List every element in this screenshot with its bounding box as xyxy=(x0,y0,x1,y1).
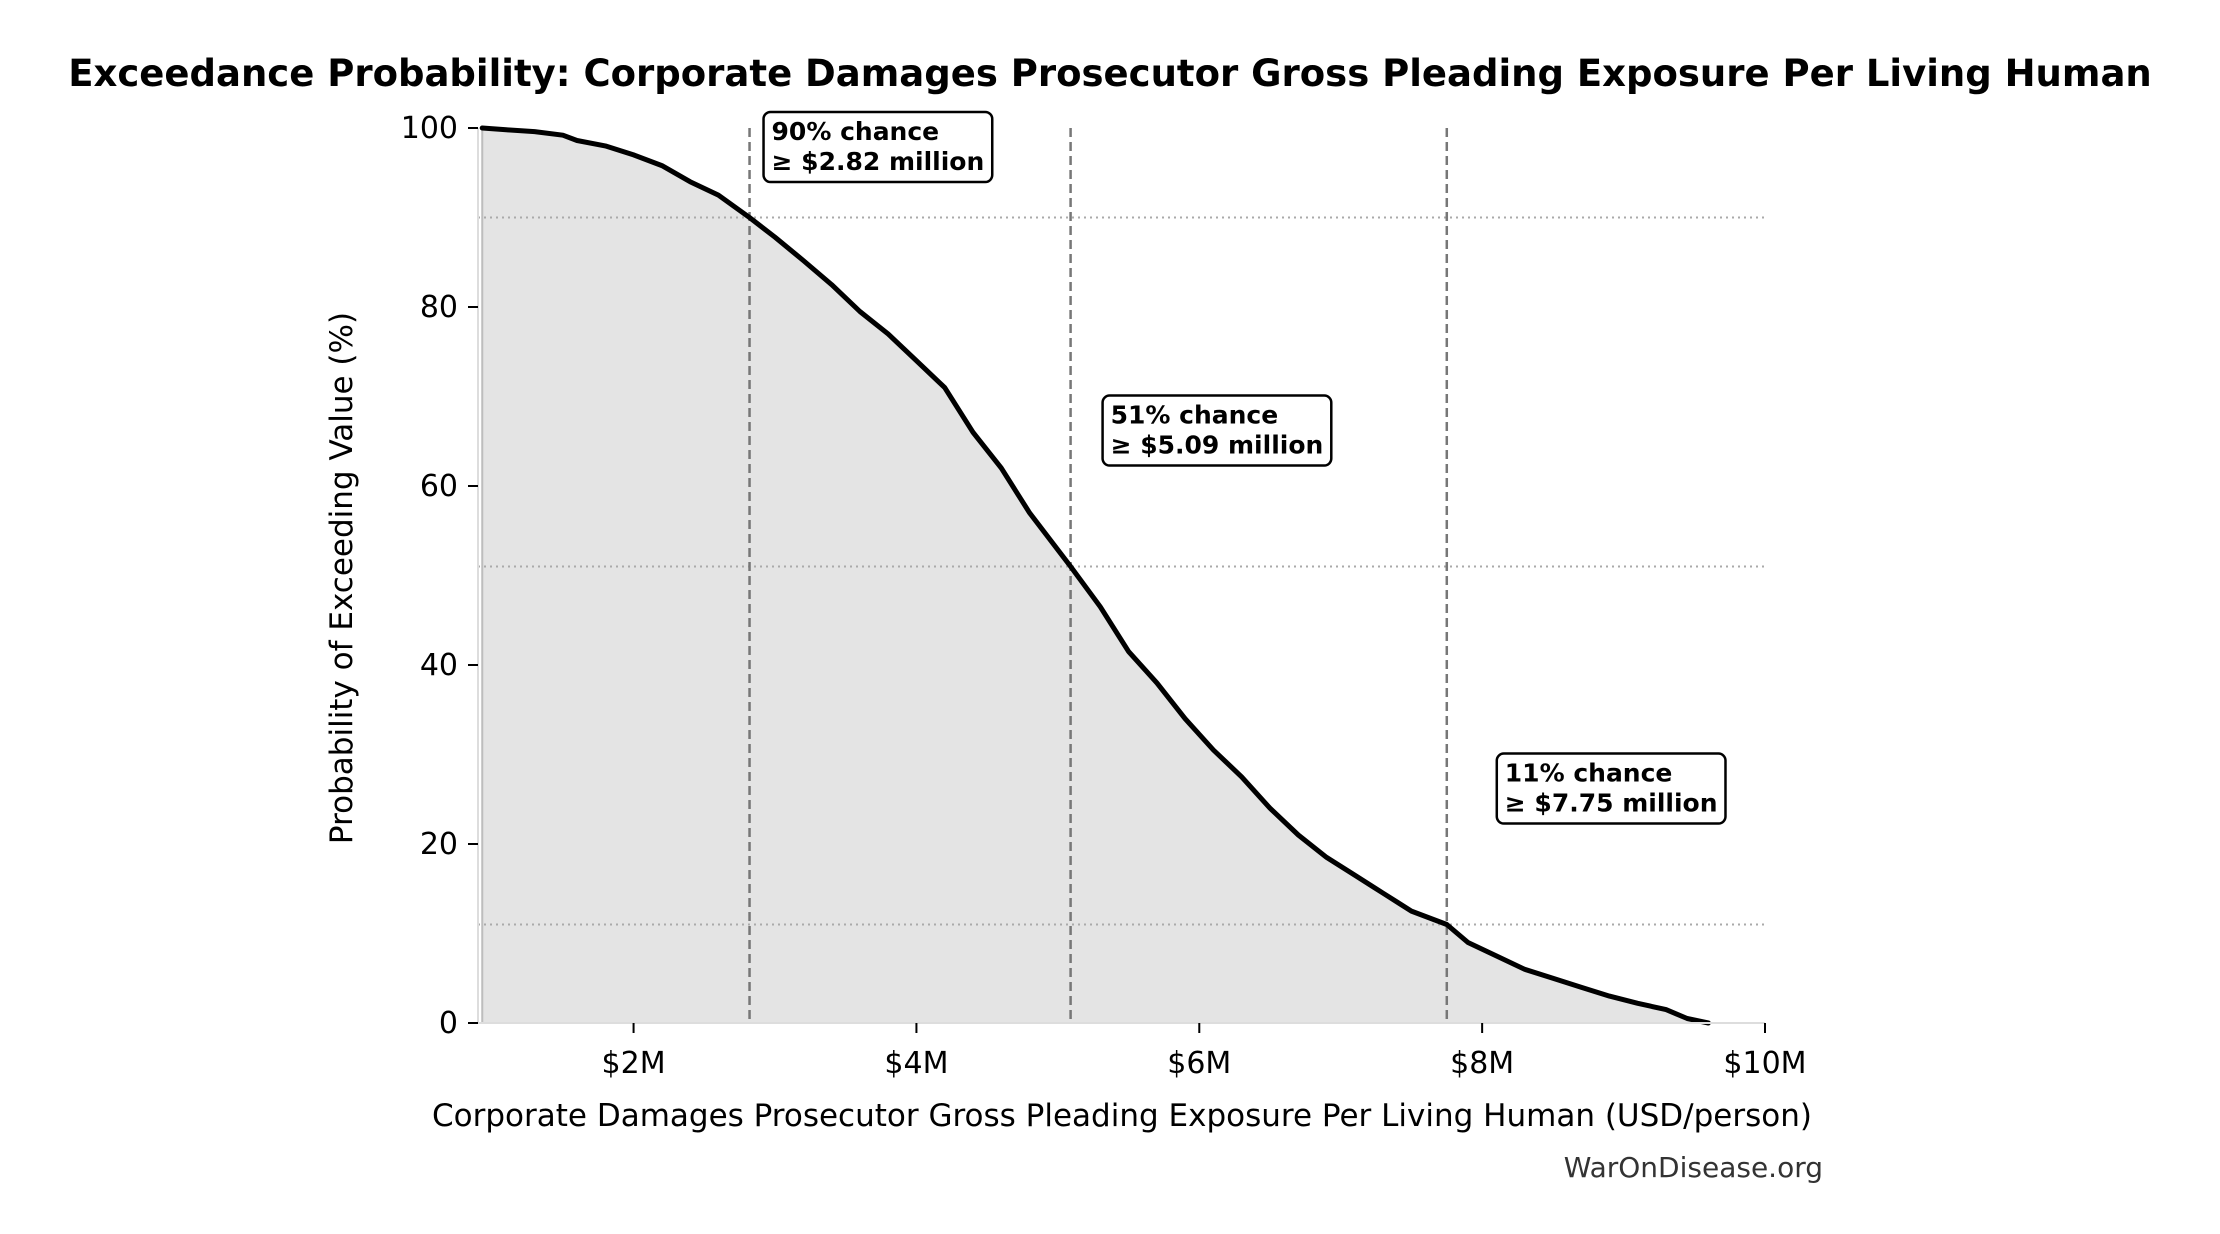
annotation-line2-2: ≥ $5.09 million xyxy=(1111,431,1324,460)
x-tick-label-2: $2M xyxy=(602,1046,666,1081)
y-axis-label: Probability of Exceeding Value (%) xyxy=(324,312,360,844)
x-tick-label-6: $6M xyxy=(1167,1046,1231,1081)
x-tick-label-4: $4M xyxy=(884,1046,948,1081)
annotation-line1-3: 11% chance xyxy=(1505,759,1673,788)
y-tick-label-80: 80 xyxy=(420,290,458,325)
annotation-box-1 xyxy=(762,110,994,184)
annotation-box-2 xyxy=(1101,394,1333,467)
y-tick-label-20: 20 xyxy=(420,827,458,862)
area-fill xyxy=(482,128,1709,1023)
annotation-line2-3: ≥ $7.75 million xyxy=(1505,789,1718,818)
exceedance-line xyxy=(479,125,1711,1026)
annotation-box-3 xyxy=(1495,752,1727,825)
annotation-line1-2: 51% chance xyxy=(1111,401,1279,430)
annotation-3: 11% chance≥ $7.75 million xyxy=(1495,752,1727,825)
annotation-line2-1: ≥ $2.82 million xyxy=(772,147,985,176)
x-tick-label-10: $10M xyxy=(1723,1046,1806,1081)
x-tick-label-8: $8M xyxy=(1450,1046,1514,1081)
y-tick-label-40: 40 xyxy=(420,648,458,683)
chart-title: Exceedance Probability: Corporate Damage… xyxy=(68,52,2152,95)
watermark: WarOnDisease.org xyxy=(1564,1151,1823,1184)
x-axis-label: Corporate Damages Prosecutor Gross Plead… xyxy=(432,1098,1812,1134)
annotation-line1-1: 90% chance xyxy=(772,117,940,146)
y-tick-label-60: 60 xyxy=(420,469,458,504)
annotation-2: 51% chance≥ $5.09 million xyxy=(1101,394,1333,467)
annotation-1: 90% chance≥ $2.82 million xyxy=(762,110,994,184)
y-tick-label-100: 100 xyxy=(401,111,458,146)
y-tick-label-0: 0 xyxy=(439,1006,458,1041)
